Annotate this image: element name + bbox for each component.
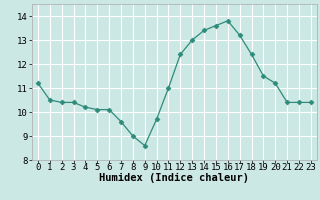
- X-axis label: Humidex (Indice chaleur): Humidex (Indice chaleur): [100, 173, 249, 183]
